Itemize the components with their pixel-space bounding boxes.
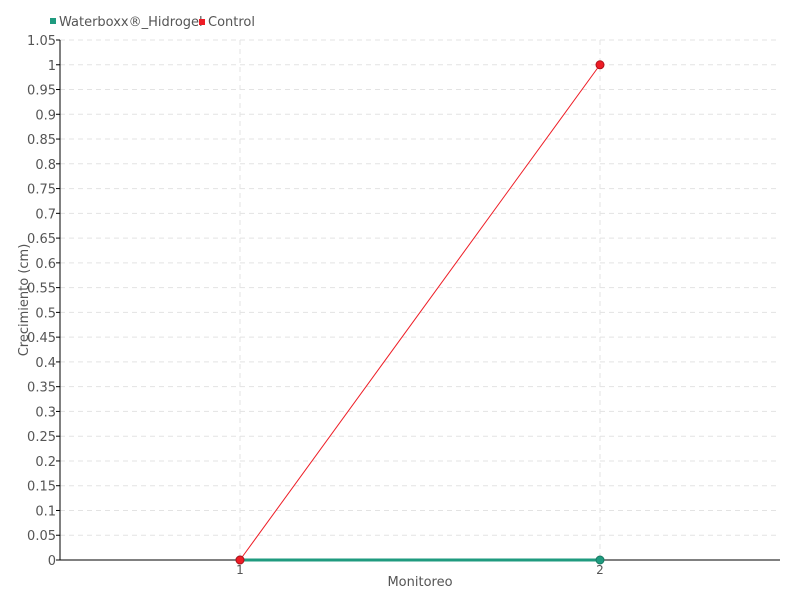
x-axis-label: Monitoreo — [387, 575, 452, 590]
y-tick-label: 0.3 — [35, 405, 56, 420]
data-point-control — [595, 60, 605, 70]
y-tick-label: 0.45 — [27, 331, 56, 346]
legend: Waterboxx®_Hidrogel Control — [50, 15, 255, 30]
legend-label-waterboxx: Waterboxx®_Hidrogel — [59, 15, 203, 30]
y-tick-label: 0.05 — [27, 529, 56, 544]
legend-swatch-control — [199, 19, 205, 25]
y-tick-label: 0.95 — [27, 84, 56, 99]
y-tick-label: 0.75 — [27, 183, 56, 198]
axes: 0 0.05 0.1 0.15 0.2 0.25 0.3 0.35 0.4 0.45 0.5 0.55… — [27, 34, 780, 577]
series — [235, 60, 605, 565]
y-tick-label: 0.9 — [35, 108, 56, 123]
y-tick-label: 0.7 — [35, 207, 56, 222]
y-tick-label: 0 — [48, 554, 56, 569]
y-tick-label: 0.5 — [35, 306, 56, 321]
y-tick-label: 0.8 — [35, 158, 56, 173]
y-tick-label: 0.4 — [35, 356, 56, 371]
y-tick-label: 0.65 — [27, 232, 56, 247]
y-tick-label: 1 — [48, 59, 56, 74]
data-point-waterboxx — [595, 555, 605, 565]
y-tick-label: 0.6 — [35, 257, 56, 272]
y-tick-label: 0.85 — [27, 133, 56, 148]
series-line-control — [239, 64, 601, 561]
grid — [60, 39, 780, 560]
y-tick-label: 0.35 — [27, 381, 56, 396]
legend-swatch-waterboxx — [50, 18, 56, 24]
x-tick-label: 1 — [236, 563, 244, 577]
data-point-control — [235, 555, 245, 565]
y-tick-label: 0.15 — [27, 480, 56, 495]
legend-label-control: Control — [208, 15, 255, 30]
y-tick-label: 0.1 — [35, 504, 56, 519]
y-tick-label: 1.05 — [27, 34, 56, 49]
x-tick-label: 2 — [596, 563, 604, 577]
y-tick-label: 0.25 — [27, 430, 56, 445]
y-tick-label: 0.2 — [35, 455, 56, 470]
y-axis-label: Crecimiento (cm) — [17, 244, 32, 357]
y-tick-label: 0.55 — [27, 282, 56, 297]
